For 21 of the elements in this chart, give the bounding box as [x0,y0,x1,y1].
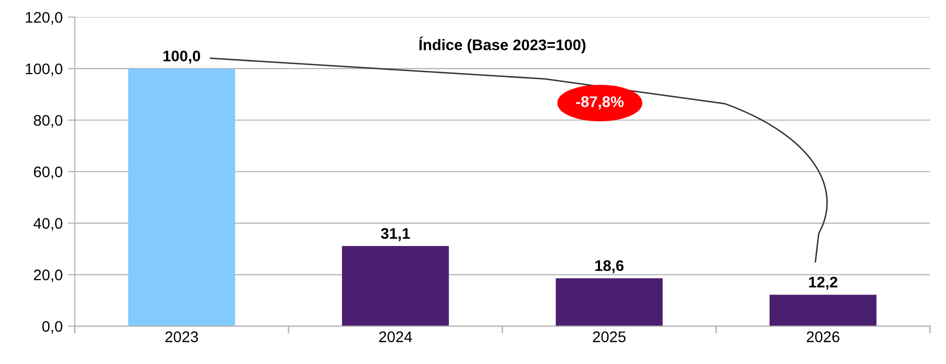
y-tick-label: 80,0 [34,114,62,128]
y-tick-label: 100,0 [26,63,62,76]
bar [128,68,236,326]
bar [770,294,876,326]
y-tick-label: 40,0 [34,218,62,231]
data-label: 18,6 [595,260,624,274]
text: Índice (Base 2023=100) [419,36,586,54]
x-tick-label: 2024 [379,331,412,342]
y-tick-label: 120,0 [26,12,62,25]
y-tick-label: 0,0 [42,321,62,334]
data-label: 100,0 [163,50,200,64]
annotation: -87,8% [576,96,624,110]
data-label: 12,2 [809,276,838,290]
x-tick-label: 2023 [165,331,198,342]
y-tick-label: 60,0 [34,166,62,180]
data-label: 31,1 [380,228,410,242]
y-tick-label: 20,0 [34,270,62,282]
x-tick-label: 2026 [806,331,840,342]
x-tick-label: 2025 [593,331,626,342]
bar [342,246,449,326]
bar [556,278,663,326]
